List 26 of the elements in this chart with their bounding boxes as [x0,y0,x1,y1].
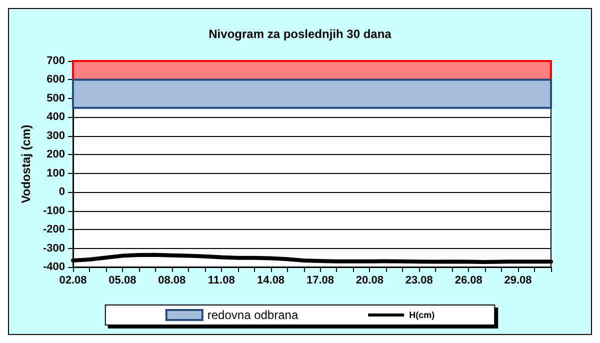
y-axis-title: Vodostaj (cm) [19,124,34,204]
y-tick-label: 100 [46,167,65,180]
x-tick-label: 08.08 [158,274,186,286]
y-tick-label: -100 [42,204,65,217]
y-tick-label: 200 [46,148,65,161]
y-tick-label: 600 [46,74,65,86]
y-tick-label: -200 [42,224,65,236]
x-tick-label: 26.08 [454,274,482,286]
y-tick-label: -400 [42,261,65,273]
x-tick-label: 29.08 [504,274,532,286]
x-tick-label: 17.08 [306,274,334,286]
y-tick-label: 0 [58,186,65,198]
legend-label: H(cm) [409,310,435,320]
x-tick-label: 05.08 [108,274,136,286]
legend-label: redovna odbrana [207,308,298,322]
y-tick-label: 400 [46,111,65,124]
x-tick-label: 11.08 [208,274,235,286]
x-tick-label: 02.08 [59,274,87,286]
y-tick-label: 500 [46,92,65,104]
chart-title: Nivogram za poslednjih 30 dana [208,27,392,41]
y-tick-label: 700 [46,55,65,67]
x-tick-label: 14.08 [257,274,285,286]
x-tick-label: 20.08 [356,274,384,286]
y-tick-label: 300 [46,130,65,142]
x-tick-label: 23.08 [405,274,433,286]
y-tick-label: -300 [42,242,65,254]
